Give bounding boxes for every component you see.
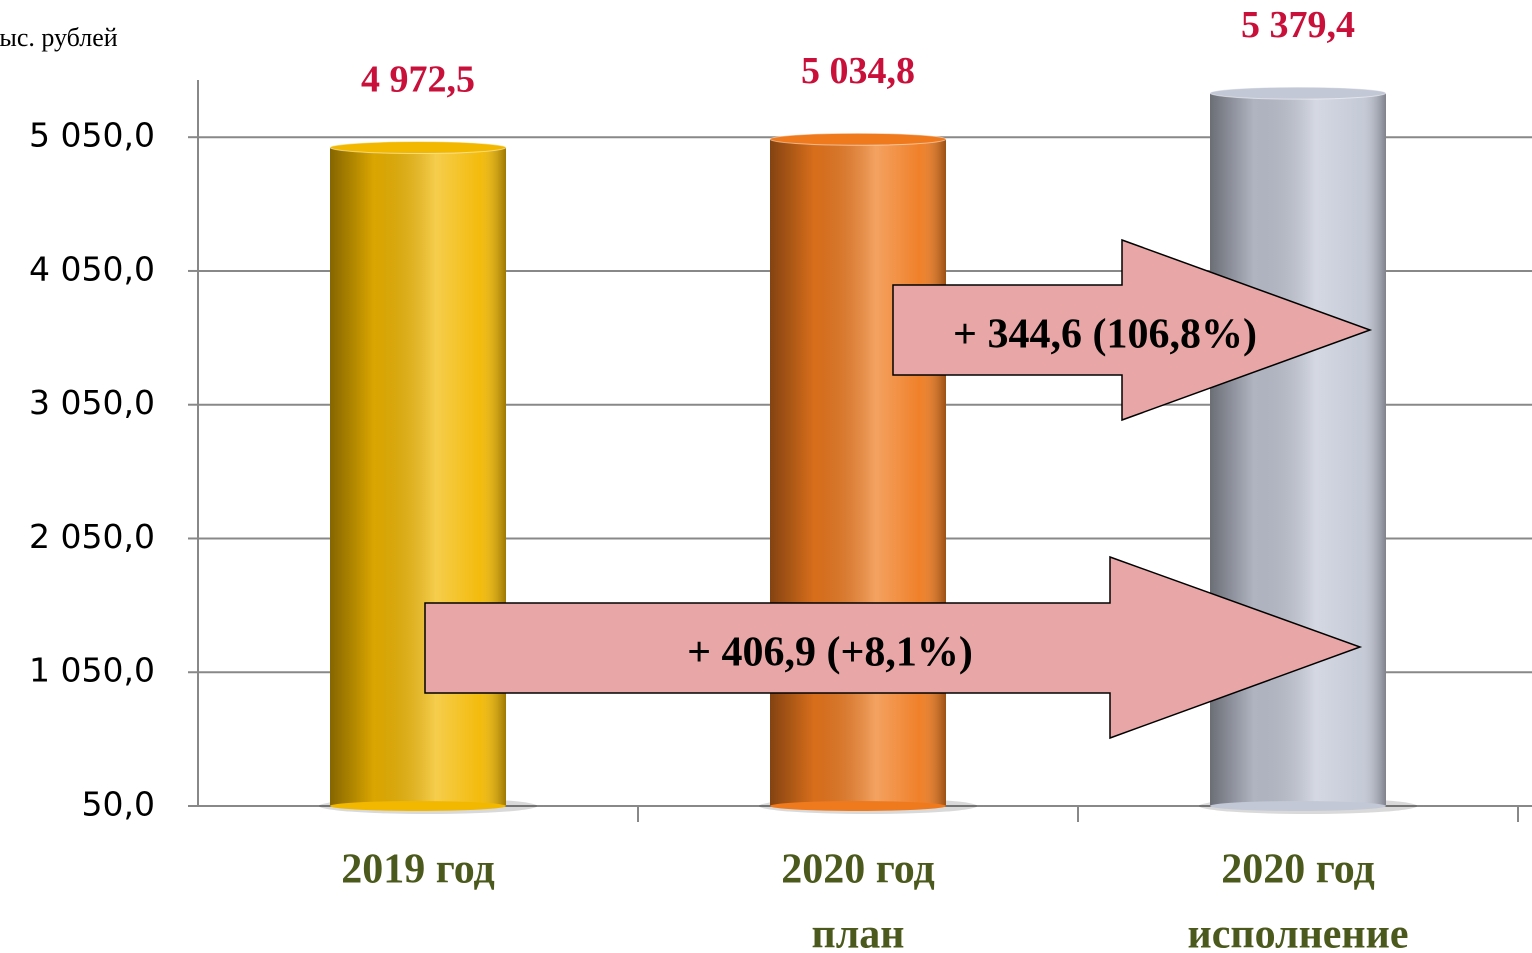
annotation: + 406,9 (+8,1%) <box>687 630 973 676</box>
y-tick-label: 5 050,0 <box>29 116 155 155</box>
bar-base <box>330 801 506 811</box>
bar-shine <box>1210 93 1386 806</box>
x-tick-label: 2020 год <box>1221 847 1375 893</box>
value-label: 4 972,5 <box>361 58 475 100</box>
y-tick-label: 50,0 <box>82 785 155 824</box>
x-tick-label: план <box>812 912 905 953</box>
bar-top <box>1209 86 1387 100</box>
bar-top <box>769 132 947 146</box>
bar-shine <box>770 139 946 806</box>
unit-label: тыс. рублей <box>0 23 118 52</box>
bar-base <box>1210 801 1386 811</box>
x-tick-label: 2020 год <box>781 847 935 893</box>
value-label: 5 379,4 <box>1241 4 1355 46</box>
bar-base <box>770 801 946 811</box>
y-tick-label: 3 050,0 <box>29 383 155 422</box>
y-tick-label: 4 050,0 <box>29 249 155 288</box>
arrow <box>424 555 1363 740</box>
annotation: + 344,6 (106,8%) <box>953 312 1257 358</box>
y-tick-label: 1 050,0 <box>29 651 155 690</box>
y-tick-label: 2 050,0 <box>29 517 155 556</box>
arrow <box>892 238 1373 422</box>
x-tick-label: 2019 год <box>341 847 495 893</box>
value-label: 5 034,8 <box>801 50 915 92</box>
bar-shine <box>330 147 506 806</box>
bar-top <box>329 141 507 155</box>
x-tick-label: исполнение <box>1188 912 1409 953</box>
